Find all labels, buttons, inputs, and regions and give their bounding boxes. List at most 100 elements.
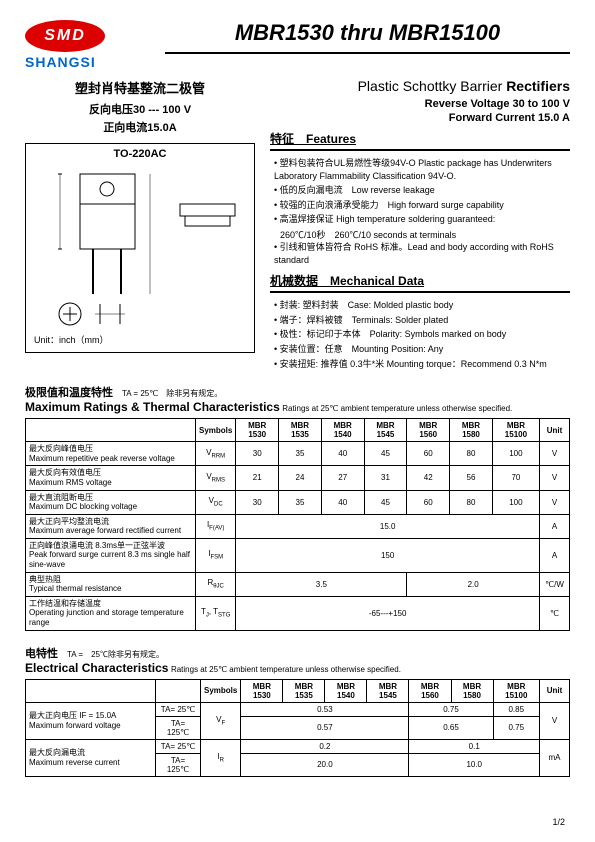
cell: -65---+150 [236, 596, 540, 630]
features-list: 塑料包装符合UL易燃性等级94V-O Plastic package has U… [270, 157, 570, 226]
package-diagram: TO-220AC Unit：inch（mm） [25, 143, 255, 353]
en-title-part1: Plastic Schottky Barrier [358, 78, 507, 94]
cell: 70 [492, 466, 539, 490]
cell: 35 [279, 490, 322, 514]
cell: 45 [364, 490, 407, 514]
cell: ℃/W [540, 572, 570, 596]
mech-item: 封装: 塑料封装 Case: Molded plastic body [274, 299, 570, 312]
cell: 24 [279, 466, 322, 490]
ratings-note: Ratings at 25℃ ambient temperature unles… [282, 404, 512, 413]
cell: 0.65 [409, 716, 493, 739]
cond: TA= 125℃ [156, 716, 201, 739]
row-sym: RθJC [196, 572, 236, 596]
col-part: MBR 1535 [279, 419, 322, 442]
cell: 20.0 [241, 753, 409, 776]
cell: 15.0 [236, 514, 540, 538]
cell: A [540, 538, 570, 572]
elec-ta: TA = 25℃除非另有规定。 [67, 650, 164, 659]
elec-note: Ratings at 25℃ ambient temperature unles… [171, 665, 401, 674]
col-part: MBR 1540 [325, 679, 367, 702]
cell: 35 [279, 442, 322, 466]
cell: 40 [321, 442, 364, 466]
feature-item: 塑料包装符合UL易燃性等级94V-O Plastic package has U… [274, 157, 570, 182]
cell: 10.0 [409, 753, 540, 776]
col-part: MBR 15100 [492, 419, 539, 442]
cell: 2.0 [407, 572, 540, 596]
row-label: 最大正向电压 IF = 15.0AMaximum forward voltage [26, 702, 156, 739]
ratings-en: Maximum Ratings & Thermal Characteristic… [25, 400, 280, 414]
row-label: 工作结温和存储温度Operating junction and storage … [26, 596, 196, 630]
page-title: MBR1530 thru MBR15100 [165, 20, 570, 54]
page-number: 1/2 [552, 817, 565, 827]
col-unit: Unit [540, 419, 570, 442]
mechanical-list: 封装: 塑料封装 Case: Molded plastic body 端子：焊料… [270, 299, 570, 370]
row-label: 最大直流阻断电压Maximum DC blocking voltage [26, 490, 196, 514]
mech-item: 安装扭矩: 推荐值 0.3牛*米 Mounting torque：Recomme… [274, 358, 570, 371]
feature-item: 较强的正向浪涌承受能力 High forward surge capabilit… [274, 199, 570, 212]
cell: 60 [407, 490, 450, 514]
en-sub1: Reverse Voltage 30 to 100 V [270, 98, 570, 110]
features-heading: 特征 Features [270, 130, 570, 151]
col-part: MBR 1545 [364, 419, 407, 442]
cell: V [540, 466, 570, 490]
col-part: MBR 1560 [407, 419, 450, 442]
elec-cn: 电特性 [25, 648, 58, 660]
col-part: MBR 1540 [321, 419, 364, 442]
en-title-part2: Rectifiers [506, 78, 570, 94]
cell: 0.2 [241, 739, 409, 753]
row-label: 最大反向漏电流Maximum reverse current [26, 739, 156, 776]
row-label: 正向峰值浪涌电流 8.3ms单一正弦半波Peak forward surge c… [26, 538, 196, 572]
col-part: MBR 1530 [241, 679, 283, 702]
mech-item: 端子：焊料被镀 Terminals: Solder plated [274, 314, 570, 327]
col-part: MBR 1580 [451, 679, 493, 702]
col-part: MBR 1580 [450, 419, 493, 442]
cell: 0.53 [241, 702, 409, 716]
cell: 60 [407, 442, 450, 466]
col-part: MBR 1530 [236, 419, 279, 442]
cell: 27 [321, 466, 364, 490]
cell: 30 [236, 442, 279, 466]
cell: 56 [450, 466, 493, 490]
cell: 21 [236, 466, 279, 490]
ratings-ta: TA = 25℃ 除非另有规定。 [122, 389, 222, 398]
row-label: 最大反向有效值电压Maximum RMS voltage [26, 466, 196, 490]
row-label: 典型热阻Typical thermal resistance [26, 572, 196, 596]
en-product-title: Plastic Schottky Barrier Rectifiers [270, 78, 570, 94]
col-part: MBR 1545 [367, 679, 409, 702]
cell: A [540, 514, 570, 538]
feature-item: 高温焊接保证 High temperature soldering guaran… [274, 213, 570, 226]
cell: 0.85 [493, 702, 539, 716]
ratings-table: Symbols MBR 1530 MBR 1535 MBR 1540 MBR 1… [25, 418, 570, 631]
cell: 0.1 [409, 739, 540, 753]
electrical-heading: 电特性 TA = 25℃除非另有规定。 Electrical Character… [25, 645, 570, 675]
ratings-cn: 极限值和温度特性 [25, 387, 113, 399]
cond: TA= 125℃ [156, 753, 201, 776]
mech-item: 极性：标记印于本体 Polarity: Symbols marked on bo… [274, 328, 570, 341]
col-part: MBR 1560 [409, 679, 451, 702]
col-unit: Unit [540, 679, 570, 702]
cell: mA [540, 739, 570, 776]
cell: 42 [407, 466, 450, 490]
cell: 0.57 [241, 716, 409, 739]
feature-item: 低的反向漏电流 Low reverse leakage [274, 184, 570, 197]
col-part: MBR 1535 [283, 679, 325, 702]
row-sym: VRMS [196, 466, 236, 490]
cn-sub1: 反向电压30 --- 100 V [25, 101, 255, 117]
cond: TA= 25℃ [156, 702, 201, 716]
cell: 31 [364, 466, 407, 490]
col-symbols: Symbols [196, 419, 236, 442]
package-label: TO-220AC [30, 148, 250, 160]
row-sym: VF [201, 702, 241, 739]
elec-en: Electrical Characteristics [25, 661, 168, 675]
cell: V [540, 490, 570, 514]
smd-logo: SMD [25, 20, 105, 52]
package-unit: Unit：inch（mm） [34, 333, 109, 346]
cell: 100 [492, 442, 539, 466]
mechanical-heading: 机械数据 Mechanical Data [270, 272, 570, 293]
cell: V [540, 442, 570, 466]
feature-indent: 260℃/10秒 260℃/10 seconds at terminals [270, 228, 570, 241]
col-part: MBR 15100 [493, 679, 539, 702]
features-list2: 引线和管体皆符合 RoHS 标准。Lead and body according… [270, 241, 570, 266]
cell: ℃ [540, 596, 570, 630]
cell: 100 [492, 490, 539, 514]
